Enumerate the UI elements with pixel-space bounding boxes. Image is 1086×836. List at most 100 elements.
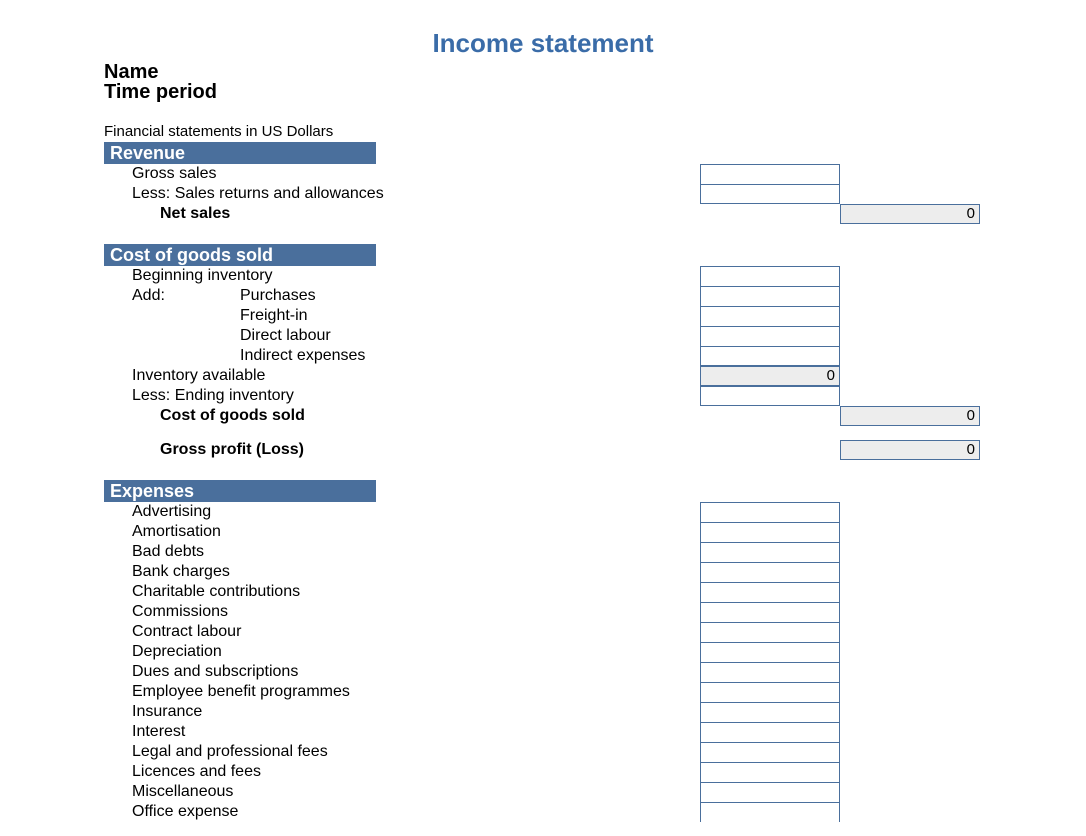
expense-input[interactable] bbox=[700, 802, 840, 822]
currency-note-row: Financial statements in US Dollars bbox=[104, 122, 994, 142]
expense-input[interactable] bbox=[700, 782, 840, 802]
expense-row: Interest bbox=[104, 722, 994, 742]
expense-input[interactable] bbox=[700, 582, 840, 602]
expenses-list: AdvertisingAmortisationBad debtsBank cha… bbox=[104, 502, 994, 822]
beginning-inventory-label: Beginning inventory bbox=[132, 266, 700, 286]
expense-input[interactable] bbox=[700, 542, 840, 562]
expense-label: Employee benefit programmes bbox=[132, 682, 700, 702]
gross-sales-row: Gross sales bbox=[104, 164, 994, 184]
expense-label: Bad debts bbox=[132, 542, 700, 562]
less-returns-label: Less: Sales returns and allowances bbox=[132, 184, 700, 204]
beginning-inventory-row: Beginning inventory bbox=[104, 266, 994, 286]
inventory-available-value: 0 bbox=[700, 366, 840, 386]
gross-sales-input[interactable] bbox=[700, 164, 840, 184]
expense-label: Depreciation bbox=[132, 642, 700, 662]
expense-row: Commissions bbox=[104, 602, 994, 622]
expense-row: Legal and professional fees bbox=[104, 742, 994, 762]
add-label: Add: bbox=[132, 286, 240, 306]
freight-in-label: Freight-in bbox=[240, 306, 700, 326]
currency-note: Financial statements in US Dollars bbox=[104, 122, 333, 142]
cogs-section-row: Cost of goods sold bbox=[104, 244, 994, 266]
purchases-label: Purchases bbox=[240, 286, 700, 306]
less-ending-inventory-row: Less: Ending inventory bbox=[104, 386, 994, 406]
indirect-expenses-input[interactable] bbox=[700, 346, 840, 366]
period-label-row: Time period bbox=[104, 82, 994, 102]
net-sales-label: Net sales bbox=[160, 204, 700, 224]
expense-input[interactable] bbox=[700, 502, 840, 522]
cogs-section-bar: Cost of goods sold bbox=[104, 244, 376, 266]
net-sales-value: 0 bbox=[840, 204, 980, 224]
cogs-total-row: Cost of goods sold 0 bbox=[104, 406, 994, 426]
page-title: Income statement bbox=[0, 28, 1086, 59]
expense-input[interactable] bbox=[700, 682, 840, 702]
expense-row: Dues and subscriptions bbox=[104, 662, 994, 682]
expense-input[interactable] bbox=[700, 702, 840, 722]
expense-row: Charitable contributions bbox=[104, 582, 994, 602]
expense-row: Office expense bbox=[104, 802, 994, 822]
expense-input[interactable] bbox=[700, 522, 840, 542]
expense-input[interactable] bbox=[700, 722, 840, 742]
name-label: Name bbox=[104, 62, 158, 82]
content: Name Time period Financial statements in… bbox=[104, 62, 994, 822]
expense-label: Contract labour bbox=[132, 622, 700, 642]
expense-label: Office expense bbox=[132, 802, 700, 822]
expense-row: Insurance bbox=[104, 702, 994, 722]
cogs-total-value: 0 bbox=[840, 406, 980, 426]
expense-input[interactable] bbox=[700, 602, 840, 622]
gross-profit-value: 0 bbox=[840, 440, 980, 460]
inventory-available-row: Inventory available 0 bbox=[104, 366, 994, 386]
expense-input[interactable] bbox=[700, 622, 840, 642]
net-sales-row: Net sales 0 bbox=[104, 204, 994, 224]
expense-label: Bank charges bbox=[132, 562, 700, 582]
gross-sales-label: Gross sales bbox=[132, 164, 700, 184]
expense-row: Advertising bbox=[104, 502, 994, 522]
expense-row: Bad debts bbox=[104, 542, 994, 562]
direct-labour-row: Direct labour bbox=[104, 326, 994, 346]
expense-row: Contract labour bbox=[104, 622, 994, 642]
expense-label: Licences and fees bbox=[132, 762, 700, 782]
indirect-expenses-row: Indirect expenses bbox=[104, 346, 994, 366]
expense-row: Amortisation bbox=[104, 522, 994, 542]
gross-profit-label: Gross profit (Loss) bbox=[160, 440, 700, 460]
expense-row: Bank charges bbox=[104, 562, 994, 582]
freight-in-input[interactable] bbox=[700, 306, 840, 326]
indirect-expenses-label: Indirect expenses bbox=[240, 346, 700, 366]
direct-labour-input[interactable] bbox=[700, 326, 840, 346]
expense-label: Interest bbox=[132, 722, 700, 742]
expense-label: Miscellaneous bbox=[132, 782, 700, 802]
expenses-section-row: Expenses bbox=[104, 480, 994, 502]
revenue-section-row: Revenue bbox=[104, 142, 994, 164]
direct-labour-label: Direct labour bbox=[240, 326, 700, 346]
less-returns-row: Less: Sales returns and allowances bbox=[104, 184, 994, 204]
expense-input[interactable] bbox=[700, 642, 840, 662]
name-label-row: Name bbox=[104, 62, 994, 82]
expense-row: Licences and fees bbox=[104, 762, 994, 782]
expense-label: Legal and professional fees bbox=[132, 742, 700, 762]
purchases-row: Add: Purchases bbox=[104, 286, 994, 306]
period-label: Time period bbox=[104, 82, 217, 102]
less-ending-inventory-label: Less: Ending inventory bbox=[132, 386, 700, 406]
cogs-total-label: Cost of goods sold bbox=[160, 406, 700, 426]
expense-row: Depreciation bbox=[104, 642, 994, 662]
expense-label: Commissions bbox=[132, 602, 700, 622]
less-ending-inventory-input[interactable] bbox=[700, 386, 840, 406]
expense-label: Charitable contributions bbox=[132, 582, 700, 602]
revenue-section-bar: Revenue bbox=[104, 142, 376, 164]
purchases-input[interactable] bbox=[700, 286, 840, 306]
expense-row: Miscellaneous bbox=[104, 782, 994, 802]
beginning-inventory-input[interactable] bbox=[700, 266, 840, 286]
expense-input[interactable] bbox=[700, 762, 840, 782]
inventory-available-label: Inventory available bbox=[132, 366, 700, 386]
expense-label: Dues and subscriptions bbox=[132, 662, 700, 682]
expense-label: Insurance bbox=[132, 702, 700, 722]
expense-row: Employee benefit programmes bbox=[104, 682, 994, 702]
expense-input[interactable] bbox=[700, 662, 840, 682]
expense-input[interactable] bbox=[700, 742, 840, 762]
expense-input[interactable] bbox=[700, 562, 840, 582]
expenses-section-bar: Expenses bbox=[104, 480, 376, 502]
gross-profit-row: Gross profit (Loss) 0 bbox=[104, 440, 994, 460]
expense-label: Advertising bbox=[132, 502, 700, 522]
less-returns-input[interactable] bbox=[700, 184, 840, 204]
expense-label: Amortisation bbox=[132, 522, 700, 542]
income-statement-page: Income statement Name Time period Financ… bbox=[0, 0, 1086, 836]
